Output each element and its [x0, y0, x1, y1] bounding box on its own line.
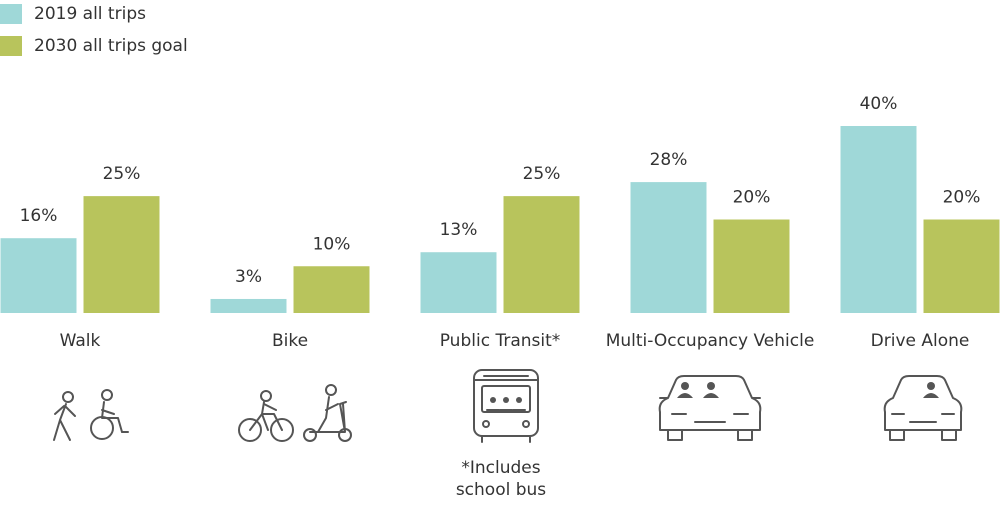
car-icon — [883, 375, 963, 441]
value-label: 40% — [860, 94, 898, 114]
value-label: 25% — [103, 164, 141, 184]
legend-label: 2030 all trips goal — [34, 36, 188, 56]
annotation: *Includes — [461, 458, 540, 478]
walk-icon — [53, 389, 129, 441]
carpool-icon — [658, 375, 762, 441]
value-label: 20% — [733, 188, 771, 208]
bar — [923, 219, 1000, 313]
value-label: 16% — [20, 206, 58, 226]
x-tick-label: Public Transit* — [440, 331, 561, 351]
legend-label: 2019 all trips — [34, 4, 146, 24]
bar — [630, 182, 707, 313]
value-label: 28% — [650, 150, 688, 170]
legend-swatch — [0, 4, 22, 24]
bar — [840, 126, 917, 313]
value-label: 13% — [440, 220, 478, 240]
value-label: 20% — [943, 188, 981, 208]
bar — [83, 196, 160, 313]
value-label: 10% — [313, 234, 351, 254]
bar — [503, 196, 580, 313]
bar — [420, 252, 497, 313]
value-label: 25% — [523, 164, 561, 184]
bus-icon — [473, 369, 539, 443]
x-tick-label: Walk — [60, 331, 101, 351]
bar — [210, 298, 287, 313]
x-tick-label: Multi-Occupancy Vehicle — [606, 331, 815, 351]
icons — [53, 369, 963, 443]
bar — [0, 238, 77, 313]
bar — [293, 266, 370, 313]
legend-swatch — [0, 36, 22, 56]
annotation: school bus — [456, 480, 546, 500]
value-label: 3% — [235, 267, 262, 287]
x-tick-label: Bike — [272, 331, 308, 351]
bike-icon — [238, 384, 352, 442]
bar — [713, 219, 790, 313]
x-tick-label: Drive Alone — [871, 331, 970, 351]
